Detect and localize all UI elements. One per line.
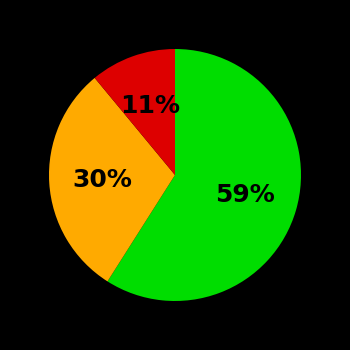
Wedge shape xyxy=(49,78,175,281)
Wedge shape xyxy=(107,49,301,301)
Wedge shape xyxy=(95,49,175,175)
Text: 30%: 30% xyxy=(72,168,132,191)
Text: 59%: 59% xyxy=(215,183,275,208)
Text: 11%: 11% xyxy=(120,94,180,118)
